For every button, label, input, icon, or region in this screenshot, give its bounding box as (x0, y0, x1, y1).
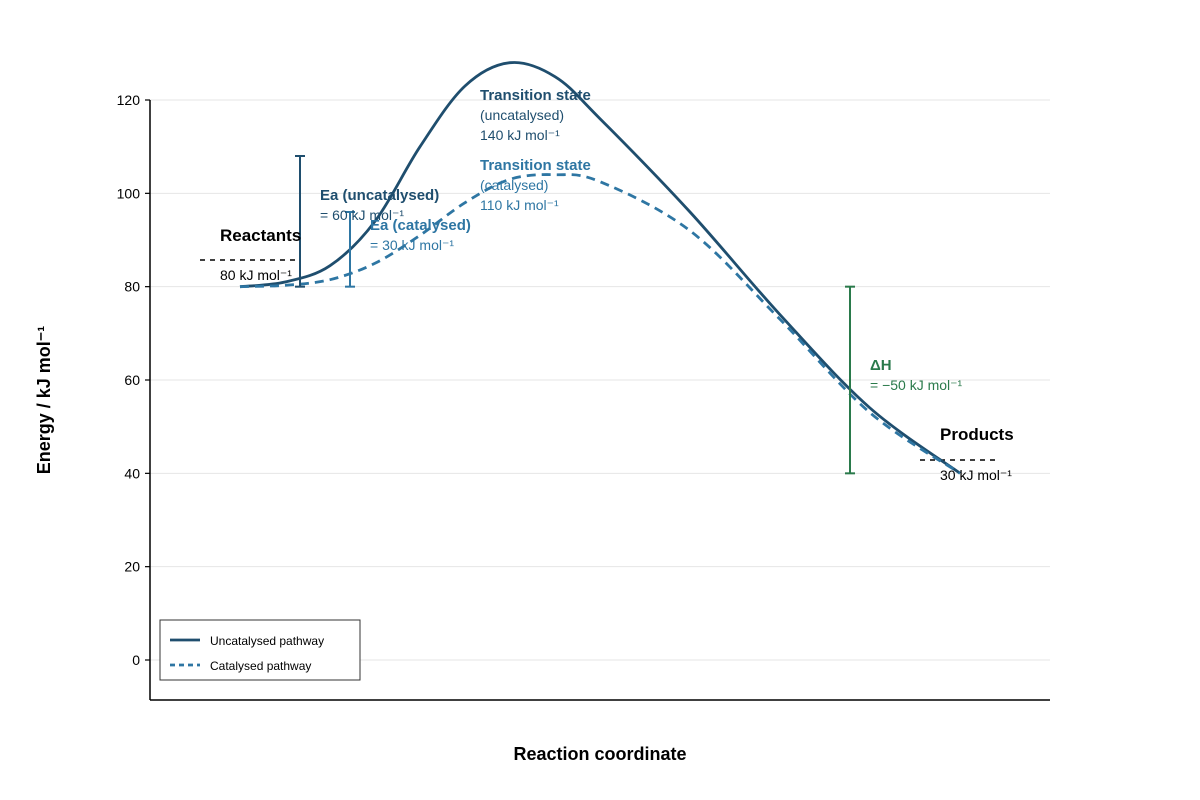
catalysed-curve (239, 173, 961, 475)
products-label: Products (940, 425, 1014, 444)
legend-label-catalysed: Catalysed pathway (210, 659, 311, 673)
x-axis-title: Reaction coordinate (513, 744, 686, 764)
ea-uncatalysed-value: = 60 kJ mol⁻¹ (320, 207, 404, 223)
reactants-value: 80 kJ mol⁻¹ (220, 267, 292, 283)
delta-h-title: ΔH (870, 357, 892, 374)
ea-catalysed-value: = 30 kJ mol⁻¹ (370, 237, 454, 253)
ts-catalysed-value: 110 kJ mol⁻¹ (480, 197, 559, 213)
y-tick-label-40: 40 (124, 465, 140, 481)
ts-catalysed-title: Transition state (480, 157, 591, 174)
legend-label-uncatalysed: Uncatalysed pathway (210, 634, 324, 648)
ts-uncatalysed-sub: (uncatalysed) (480, 107, 564, 123)
y-axis-title: Energy / kJ mol⁻¹ (34, 326, 54, 475)
energy-bars (295, 155, 855, 475)
y-tick-label-100: 100 (117, 185, 141, 201)
y-ticks: 0 20 40 60 80 100 120 (117, 92, 150, 668)
axes (149, 100, 1050, 701)
y-tick-label-20: 20 (124, 559, 140, 575)
ts-uncatalysed-value: 140 kJ mol⁻¹ (480, 127, 560, 143)
ts-catalysed-sub: (catalysed) (480, 177, 548, 193)
annotations: Reactants 80 kJ mol⁻¹ Products 30 kJ mol… (220, 87, 1014, 483)
delta-h-value: = −50 kJ mol⁻¹ (870, 377, 963, 393)
y-tick-label-120: 120 (117, 92, 141, 108)
y-tick-label-60: 60 (124, 372, 140, 388)
series (239, 61, 961, 475)
products-value: 30 kJ mol⁻¹ (940, 467, 1012, 483)
legend: Uncatalysed pathway Catalysed pathway (159, 619, 361, 681)
y-tick-label-0: 0 (132, 652, 140, 668)
uncatalysed-curve (239, 61, 961, 475)
legend-box (159, 619, 361, 681)
ea-uncatalysed-title: Ea (uncatalysed) (320, 187, 439, 204)
reactants-label: Reactants (220, 226, 301, 245)
y-tick-label-80: 80 (124, 279, 140, 295)
ea-catalysed-title: Ea (catalysed) (370, 217, 471, 234)
ts-uncatalysed-title: Transition state (480, 87, 591, 104)
